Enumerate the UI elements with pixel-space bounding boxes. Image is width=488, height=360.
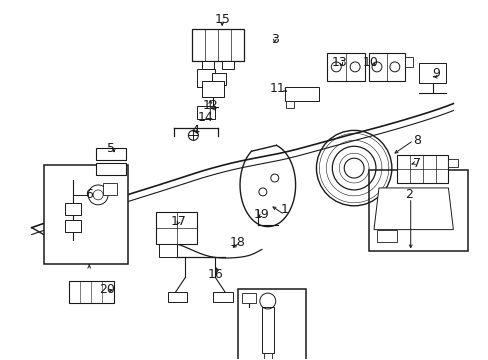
Bar bbox=[242, 293, 255, 303]
Bar bbox=[202, 61, 214, 69]
Text: 15: 15 bbox=[214, 13, 230, 26]
Text: 12: 12 bbox=[202, 99, 218, 112]
Text: 13: 13 bbox=[331, 57, 346, 69]
Bar bbox=[368, 170, 468, 251]
Text: 20: 20 bbox=[99, 283, 115, 296]
Bar bbox=[396, 155, 447, 183]
Bar bbox=[326, 53, 365, 81]
Bar bbox=[155, 212, 197, 243]
Text: 10: 10 bbox=[362, 57, 378, 69]
Text: 17: 17 bbox=[170, 215, 186, 228]
Bar bbox=[43, 165, 128, 264]
Text: 9: 9 bbox=[432, 67, 440, 80]
Bar bbox=[96, 148, 126, 160]
Bar bbox=[285, 100, 293, 108]
Bar bbox=[404, 57, 412, 67]
Bar bbox=[192, 29, 244, 61]
Text: 1: 1 bbox=[280, 203, 288, 216]
Bar bbox=[197, 69, 215, 87]
Bar bbox=[65, 203, 81, 215]
Bar bbox=[418, 63, 446, 83]
Bar bbox=[238, 289, 305, 360]
Bar bbox=[197, 105, 215, 120]
Bar bbox=[376, 230, 396, 242]
Text: 19: 19 bbox=[253, 208, 269, 221]
Text: 6: 6 bbox=[85, 188, 93, 201]
Text: 11: 11 bbox=[269, 82, 285, 95]
Text: 18: 18 bbox=[230, 236, 245, 249]
Text: 5: 5 bbox=[107, 142, 115, 155]
Bar bbox=[262, 307, 273, 353]
Text: 7: 7 bbox=[412, 157, 420, 170]
Polygon shape bbox=[373, 188, 452, 230]
Bar bbox=[158, 243, 176, 257]
Bar bbox=[222, 61, 234, 69]
Text: 8: 8 bbox=[412, 134, 420, 147]
Bar bbox=[103, 183, 117, 195]
Bar bbox=[264, 353, 271, 360]
Bar bbox=[96, 163, 126, 175]
Bar bbox=[212, 73, 225, 85]
Bar bbox=[202, 81, 224, 96]
Bar bbox=[213, 292, 233, 302]
Bar bbox=[284, 87, 319, 100]
Text: 16: 16 bbox=[207, 268, 223, 281]
Bar bbox=[447, 159, 457, 167]
Bar bbox=[368, 53, 404, 81]
Bar bbox=[69, 281, 114, 303]
Text: 14: 14 bbox=[197, 111, 213, 124]
Bar bbox=[65, 220, 81, 231]
Text: 2: 2 bbox=[404, 188, 412, 201]
Text: 3: 3 bbox=[270, 33, 278, 46]
Bar bbox=[167, 292, 187, 302]
Text: 4: 4 bbox=[191, 124, 199, 137]
